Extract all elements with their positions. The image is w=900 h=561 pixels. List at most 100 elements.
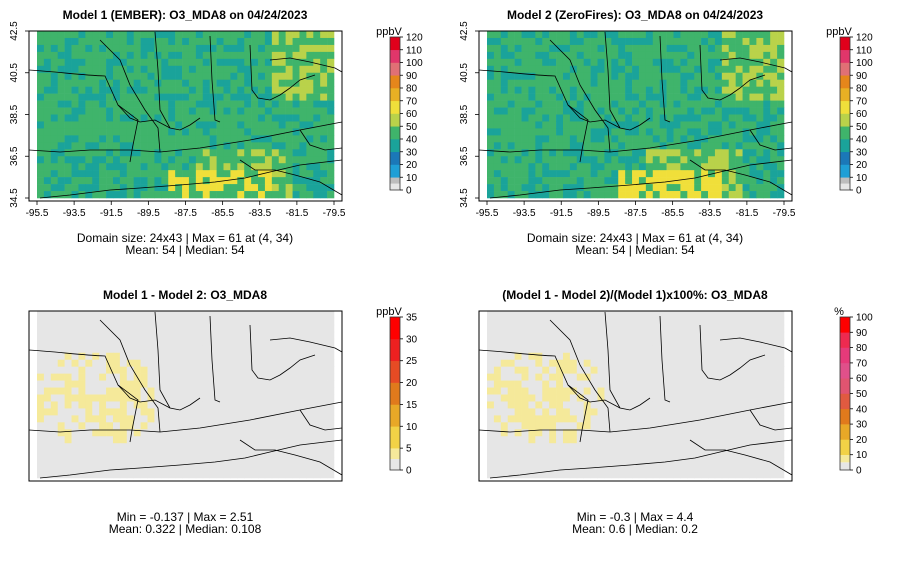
grid-cell bbox=[756, 471, 764, 479]
grid-cell bbox=[64, 58, 72, 67]
grid-cell bbox=[188, 331, 197, 340]
grid-cell bbox=[597, 471, 605, 479]
grid-cell bbox=[119, 422, 128, 430]
grid-cell bbox=[714, 359, 723, 367]
grid-cell bbox=[756, 93, 764, 101]
grid-cell bbox=[549, 121, 557, 129]
grid-cell bbox=[230, 44, 238, 53]
grid-cell bbox=[244, 184, 252, 192]
grid-cell bbox=[244, 324, 252, 333]
grid-cell bbox=[735, 345, 743, 354]
grid-cell bbox=[188, 37, 197, 46]
grid-cell bbox=[763, 86, 771, 94]
grid-cell bbox=[313, 37, 321, 46]
grid-cell bbox=[742, 65, 750, 74]
grid-cell bbox=[535, 72, 543, 81]
grid-cell bbox=[562, 443, 571, 451]
grid-cell bbox=[597, 58, 605, 67]
grid-cell bbox=[92, 72, 100, 81]
grid-cell bbox=[638, 51, 647, 60]
grid-cell bbox=[251, 72, 259, 81]
grid-cell bbox=[625, 107, 633, 115]
grid-cell bbox=[611, 408, 619, 416]
grid-cell bbox=[487, 31, 495, 39]
grid-cell bbox=[528, 338, 536, 347]
grid-cell bbox=[507, 135, 515, 143]
x-tick-label: -85.5 bbox=[661, 208, 684, 219]
grid-cell bbox=[694, 114, 702, 122]
grid-cell bbox=[43, 464, 52, 472]
grid-cell bbox=[188, 324, 197, 333]
grid-cell bbox=[549, 380, 557, 388]
grid-cell bbox=[244, 450, 252, 458]
grid-cell bbox=[182, 100, 190, 108]
grid-cell bbox=[133, 324, 141, 333]
grid-cell bbox=[271, 359, 280, 367]
grid-cell bbox=[611, 142, 619, 150]
grid-cell bbox=[161, 408, 169, 416]
grid-cell bbox=[264, 93, 273, 101]
grid-cell bbox=[770, 177, 778, 185]
grid-cell bbox=[645, 100, 654, 108]
grid-cell bbox=[714, 100, 723, 108]
grid-cell bbox=[756, 149, 764, 157]
grid-cell bbox=[182, 177, 190, 185]
grid-cell bbox=[687, 58, 695, 67]
grid-cell bbox=[507, 394, 515, 402]
grid-cell bbox=[43, 93, 52, 101]
grid-cell bbox=[306, 443, 314, 451]
grid-cell bbox=[223, 58, 231, 67]
grid-cell bbox=[126, 429, 134, 437]
y-tick-label: 36.5 bbox=[9, 146, 20, 166]
grid-cell bbox=[264, 65, 273, 74]
grid-cell bbox=[576, 387, 584, 395]
grid-cell bbox=[542, 93, 550, 101]
grid-cell bbox=[514, 352, 522, 361]
grid-cell bbox=[119, 471, 128, 479]
colorbar-segment bbox=[840, 462, 850, 470]
grid-cell bbox=[140, 142, 148, 150]
grid-cell bbox=[258, 31, 266, 39]
grid-cell bbox=[625, 464, 633, 472]
grid-cell bbox=[714, 58, 723, 67]
grid-cell bbox=[638, 191, 647, 199]
grid-cell bbox=[299, 345, 307, 354]
grid-cell bbox=[487, 170, 495, 178]
grid-cell bbox=[92, 170, 100, 178]
grid-cell bbox=[71, 86, 79, 94]
grid-cell bbox=[549, 324, 557, 333]
grid-cell bbox=[327, 338, 335, 347]
grid-cell bbox=[271, 142, 280, 150]
grid-cell bbox=[85, 44, 93, 53]
grid-cell bbox=[71, 324, 79, 333]
grid-cell bbox=[50, 415, 59, 423]
grid-cell bbox=[50, 135, 59, 143]
grid-cell bbox=[673, 317, 681, 326]
grid-cell bbox=[140, 471, 148, 479]
grid-cell bbox=[569, 317, 578, 326]
grid-cell bbox=[645, 387, 654, 395]
grid-cell bbox=[195, 338, 204, 347]
grid-cell bbox=[195, 86, 204, 94]
grid-cell bbox=[632, 401, 640, 409]
grid-cell bbox=[112, 408, 121, 416]
grid-cell bbox=[500, 359, 509, 367]
grid-cell bbox=[154, 121, 162, 129]
grid-cell bbox=[708, 436, 716, 444]
grid-cell bbox=[299, 415, 307, 423]
grid-cell bbox=[43, 51, 52, 60]
grid-cell bbox=[735, 380, 743, 388]
grid-cell bbox=[71, 184, 79, 192]
grid-cell bbox=[542, 464, 550, 472]
grid-cell bbox=[756, 366, 764, 374]
grid-cell bbox=[652, 121, 660, 129]
grid-cell bbox=[133, 387, 141, 395]
grid-cell bbox=[230, 31, 238, 39]
grid-cell bbox=[507, 31, 515, 39]
grid-cell bbox=[514, 338, 522, 347]
grid-cell bbox=[611, 107, 619, 115]
grid-cell bbox=[514, 457, 522, 465]
grid-cell bbox=[701, 324, 709, 333]
grid-cell bbox=[569, 373, 578, 381]
grid-cell bbox=[535, 79, 543, 87]
